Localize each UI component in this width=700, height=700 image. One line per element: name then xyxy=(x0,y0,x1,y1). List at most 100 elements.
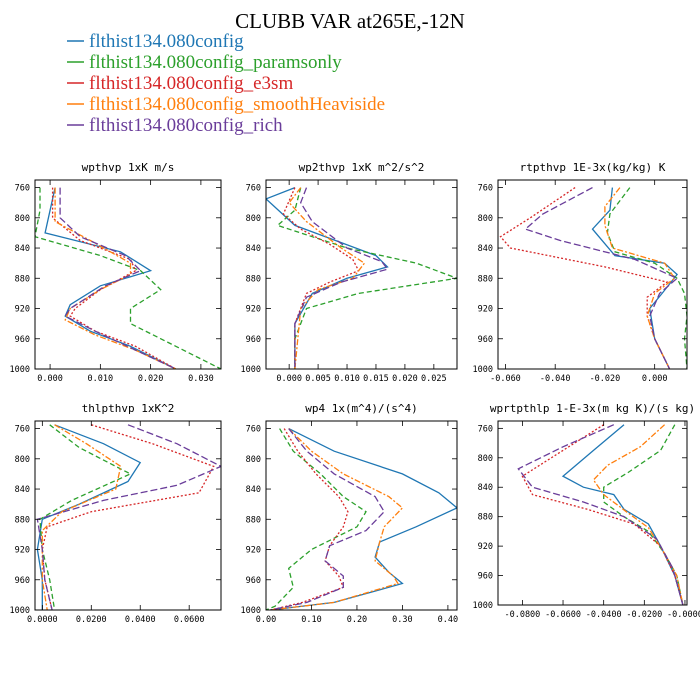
y-tick-label: 960 xyxy=(246,576,261,586)
y-tick-label: 880 xyxy=(246,515,261,525)
x-tick-label: 0.0400 xyxy=(125,615,156,625)
y-tick-label: 760 xyxy=(246,184,261,194)
series-line xyxy=(51,187,177,369)
panels: wpthvp 1xK m/s76080084088092096010000.00… xyxy=(10,161,700,625)
x-tick-label: 0.000 xyxy=(37,374,63,384)
x-tick-label: 0.020 xyxy=(392,374,418,384)
y-tick-label: 760 xyxy=(246,425,261,435)
y-tick-label: 1000 xyxy=(473,365,493,375)
x-tick-label: 0.000 xyxy=(642,374,668,384)
plot-frame xyxy=(265,420,458,611)
series-line xyxy=(41,424,122,610)
y-tick-label: 840 xyxy=(15,485,30,495)
x-tick-label: 0.0000 xyxy=(27,615,58,625)
y-tick-label: 960 xyxy=(15,576,30,586)
series-line xyxy=(276,187,457,369)
series-line xyxy=(524,187,679,369)
y-tick-label: 880 xyxy=(246,274,261,284)
y-tick-label: 920 xyxy=(246,546,261,556)
y-tick-label: 800 xyxy=(15,214,30,224)
legend-entry: flthist134.080config_paramsonly xyxy=(89,52,342,73)
y-tick-label: 880 xyxy=(478,513,493,523)
y-tick-label: 800 xyxy=(478,454,493,464)
x-tick-label: 0.020 xyxy=(138,374,164,384)
y-tick-label: 760 xyxy=(478,184,493,194)
y-tick-label: 960 xyxy=(478,335,493,345)
x-tick-label: -0.0600 xyxy=(545,610,581,620)
legend-entry: flthist134.080config_smoothHeaviside xyxy=(89,94,385,115)
x-tick-label: -0.020 xyxy=(590,374,621,384)
series-line xyxy=(59,187,177,369)
x-tick-label: -0.060 xyxy=(490,374,521,384)
y-tick-label: 800 xyxy=(246,455,261,465)
y-tick-label: 1000 xyxy=(241,365,261,375)
series-line xyxy=(44,187,177,369)
y-tick-label: 760 xyxy=(15,184,30,194)
y-tick-label: 840 xyxy=(246,244,261,254)
x-tick-label: 0.015 xyxy=(363,374,389,384)
panel-title: wp4 1x(m^4)/(s^4) xyxy=(305,402,418,415)
x-tick-label: 0.000 xyxy=(276,374,302,384)
y-tick-label: 760 xyxy=(478,424,493,434)
series-line xyxy=(35,187,221,369)
plot-frame xyxy=(34,179,222,370)
y-tick-label: 800 xyxy=(246,214,261,224)
legend-entry: flthist134.080config_e3sm xyxy=(89,73,293,94)
series-line xyxy=(499,187,671,369)
x-tick-label: -0.0400 xyxy=(586,610,622,620)
y-tick-label: 960 xyxy=(478,572,493,582)
x-tick-label: -0.0000 xyxy=(667,610,700,620)
series-line xyxy=(41,424,215,610)
x-tick-label: -0.0200 xyxy=(626,610,662,620)
y-tick-label: 840 xyxy=(15,244,30,254)
series-line xyxy=(521,424,684,605)
x-tick-label: 0.010 xyxy=(88,374,114,384)
y-tick-label: 800 xyxy=(15,455,30,465)
x-tick-label: 0.20 xyxy=(347,615,367,625)
y-tick-label: 840 xyxy=(246,485,261,495)
y-tick-label: 880 xyxy=(478,274,493,284)
series-line xyxy=(606,187,687,369)
legend-entry: flthist134.080config xyxy=(89,31,244,52)
series-line xyxy=(39,424,132,610)
panel-5: wp4 1x(m^4)/(s^4)76080084088092096010000… xyxy=(241,402,459,625)
panel-title: wp2thvp 1xK m^2/s^2 xyxy=(299,161,425,174)
x-tick-label: 0.00 xyxy=(256,615,276,625)
panel-2: wp2thvp 1xK m^2/s^2 760 800 840 880 920 960 100… xyxy=(241,161,458,384)
y-tick-label: 920 xyxy=(478,542,493,552)
legend: flthist134.080configflthist134.080config… xyxy=(67,31,385,136)
y-tick-label: 760 xyxy=(15,425,30,435)
x-tick-label: 0.025 xyxy=(421,374,447,384)
series-line xyxy=(270,428,349,610)
plot-frame xyxy=(497,420,688,606)
y-tick-label: 960 xyxy=(246,335,261,345)
y-tick-label: 960 xyxy=(15,335,30,345)
series-line xyxy=(561,424,684,605)
panel-title: wprtpthlp 1-E-3x(m kg K)/(s kg) xyxy=(490,402,695,415)
series-line xyxy=(603,424,684,605)
x-tick-label: 0.010 xyxy=(334,374,360,384)
y-tick-label: 840 xyxy=(478,483,493,493)
x-tick-label: 0.030 xyxy=(188,374,214,384)
series-line xyxy=(294,187,389,369)
y-tick-label: 920 xyxy=(478,305,493,315)
x-tick-label: 0.0600 xyxy=(174,615,205,625)
panel-4: thlpthvp 1xK^2 760 800 840 880 920 960 10000.00… xyxy=(10,402,222,625)
legend-entry: flthist134.080config_rich xyxy=(89,115,283,136)
x-tick-label: 0.005 xyxy=(305,374,331,384)
y-tick-label: 880 xyxy=(15,515,30,525)
y-tick-label: 1000 xyxy=(10,365,30,375)
x-tick-label: 0.40 xyxy=(438,615,458,625)
series-line xyxy=(270,428,386,610)
plot-frame xyxy=(34,420,222,611)
x-tick-label: 0.0200 xyxy=(76,615,107,625)
panel-title: rtpthvp 1E-3x(kg/kg) K xyxy=(520,161,666,174)
series-line xyxy=(604,187,676,369)
y-tick-label: 800 xyxy=(478,214,493,224)
plot-frame xyxy=(265,179,458,370)
series-line xyxy=(517,424,684,605)
y-tick-label: 1000 xyxy=(10,606,30,616)
x-tick-label: -0.0800 xyxy=(504,610,540,620)
y-tick-label: 880 xyxy=(15,274,30,284)
